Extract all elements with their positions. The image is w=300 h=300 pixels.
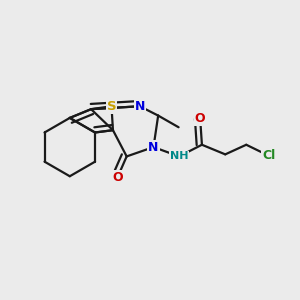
Text: NH: NH <box>170 152 188 161</box>
Text: N: N <box>135 100 145 113</box>
Text: O: O <box>195 112 206 125</box>
Text: S: S <box>107 100 116 113</box>
Text: O: O <box>112 171 123 184</box>
Text: Cl: Cl <box>262 149 276 162</box>
Text: N: N <box>148 141 159 154</box>
